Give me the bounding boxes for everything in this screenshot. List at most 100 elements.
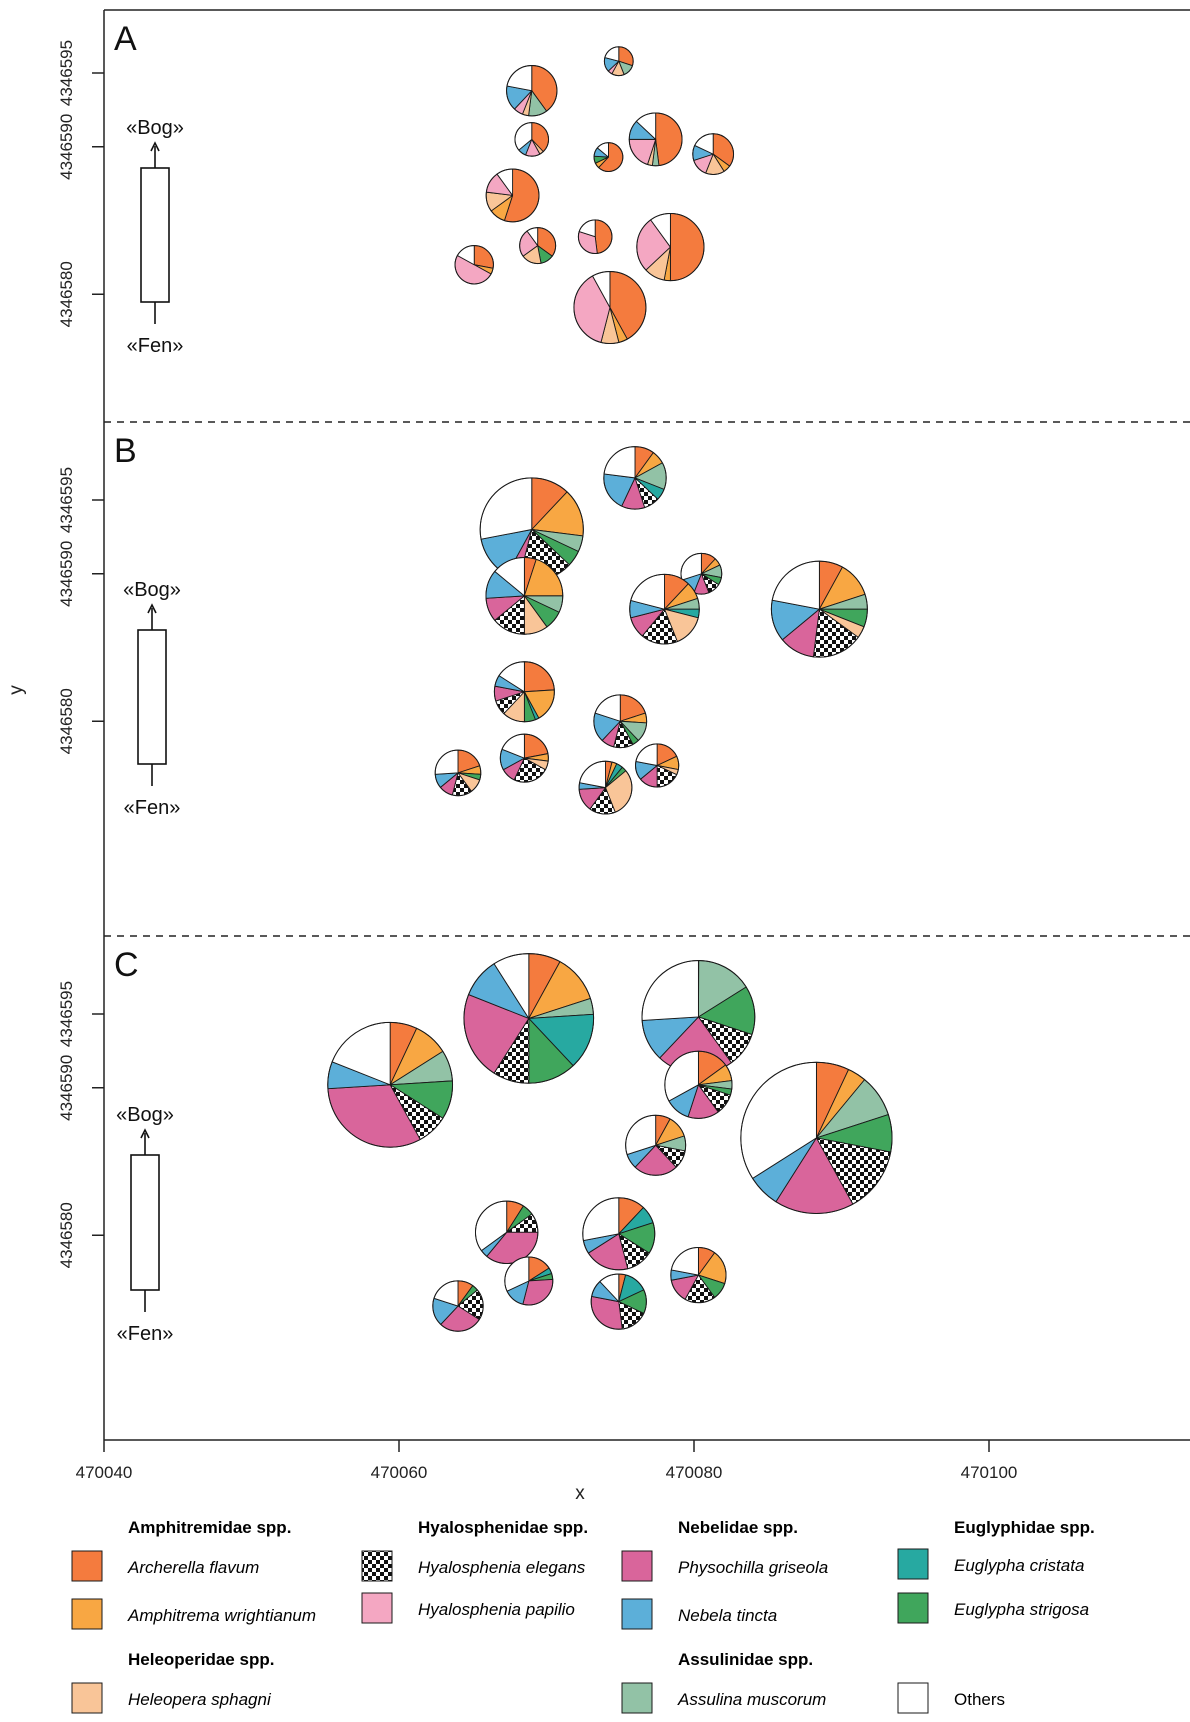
gradient-label-bog: «Bog» bbox=[126, 117, 184, 139]
pie-pC-3 bbox=[664, 1050, 733, 1119]
pie-outline bbox=[519, 227, 557, 265]
y-tick-label-p0-1: 4346590 bbox=[57, 114, 76, 180]
panel-label-b: B bbox=[114, 432, 137, 470]
pie-pA-3 bbox=[628, 112, 683, 167]
gradient-box bbox=[130, 1154, 160, 1291]
pie-pA-9 bbox=[636, 212, 705, 282]
pie-slice-others bbox=[670, 1247, 699, 1276]
legend-swatch-af bbox=[71, 1550, 103, 1582]
pie-pA-10 bbox=[454, 245, 494, 285]
pie-outline bbox=[625, 1114, 687, 1176]
pie-pB-9 bbox=[635, 743, 680, 788]
pie-outline bbox=[670, 1246, 727, 1304]
pie-pC-4 bbox=[740, 1061, 893, 1215]
gradient-label-bog: «Bog» bbox=[116, 1104, 174, 1126]
pie-pA-1 bbox=[506, 65, 558, 117]
pie-pA-2 bbox=[514, 122, 550, 157]
x-tick-label-3: 470100 bbox=[961, 1463, 1018, 1482]
pie-outline bbox=[593, 142, 624, 172]
legend-swatch-hs bbox=[71, 1682, 103, 1714]
legend-swatch-ot bbox=[897, 1682, 929, 1714]
pie-pB-4 bbox=[770, 560, 868, 658]
legend-label-aw: Amphitrema wrightianum bbox=[127, 1606, 316, 1625]
pie-outline bbox=[578, 760, 633, 815]
x-tick-label-2: 470080 bbox=[666, 1463, 723, 1482]
y-tick-label-p1-2: 4346595 bbox=[57, 467, 76, 533]
pie-outline bbox=[504, 1256, 554, 1306]
pie-outline bbox=[582, 1197, 656, 1271]
legend: Amphitremidae spp. Archerella flavum Amphi… bbox=[71, 1518, 1095, 1714]
pie-outline bbox=[506, 65, 558, 117]
pie-outline bbox=[692, 133, 735, 176]
x-axis-title: x bbox=[575, 1483, 585, 1504]
gradient-box bbox=[137, 629, 167, 765]
legend-label-hs: Heleopera sphagni bbox=[128, 1690, 272, 1709]
pie-outline bbox=[474, 1200, 539, 1265]
y-tick-label-p0-0: 4346580 bbox=[57, 261, 76, 327]
gradient-arrow-head-icon bbox=[140, 1128, 150, 1139]
legend-label-am: Assulina muscorum bbox=[677, 1690, 826, 1709]
pie-pB-5 bbox=[629, 573, 700, 645]
pie-pA-5 bbox=[692, 133, 735, 176]
pie-pB-11 bbox=[578, 760, 633, 815]
legend-label-pg: Physochilla griseola bbox=[678, 1558, 828, 1577]
bog-fen-gradients: «Bog» «Fen» «Bog» «Fen» «Bog» «Fen» bbox=[116, 117, 184, 1345]
gradient-arrow-head-icon bbox=[150, 141, 160, 152]
pie-pC-0 bbox=[463, 953, 595, 1084]
pie-slice-others bbox=[582, 1197, 620, 1241]
legend-label-he: Hyalosphenia elegans bbox=[418, 1558, 586, 1577]
legend-swatch-ec bbox=[897, 1548, 929, 1580]
gradient-label-bog: «Bog» bbox=[123, 579, 181, 601]
y-tick-label-p1-1: 4346590 bbox=[57, 541, 76, 607]
legend-label-es: Euglypha strigosa bbox=[954, 1600, 1089, 1619]
legend-family-heading: Amphitremidae spp. bbox=[128, 1518, 291, 1537]
y-tick-label-p1-0: 4346580 bbox=[57, 688, 76, 754]
pie-pC-7 bbox=[582, 1197, 656, 1271]
pie-outline bbox=[434, 749, 482, 797]
pie-pB-3 bbox=[485, 556, 564, 635]
pie-outline bbox=[485, 168, 540, 223]
gradient-arrow-head-icon bbox=[147, 603, 157, 614]
gradient-indicator-0: «Bog» «Fen» bbox=[126, 117, 184, 357]
pie-pA-0 bbox=[603, 46, 634, 77]
pie-pC-11 bbox=[590, 1273, 647, 1330]
legend-swatch-nt bbox=[621, 1598, 653, 1630]
pie-pA-4 bbox=[593, 142, 624, 172]
gradient-box bbox=[140, 167, 170, 303]
gradient-label-fen: «Fen» bbox=[117, 1323, 174, 1345]
axis-ticks: 470040 470060 470080 470100 4346580 4346590 43… bbox=[57, 40, 1017, 1482]
pie-outline bbox=[603, 446, 667, 510]
pie-slice-archerella-flavum bbox=[594, 219, 613, 254]
pie-outline bbox=[577, 219, 613, 255]
pie-pA-6 bbox=[485, 168, 540, 223]
legend-label-nt: Nebela tincta bbox=[678, 1606, 777, 1625]
legend-label-hp: Hyalosphenia papilio bbox=[418, 1600, 575, 1619]
legend-swatch-pg bbox=[621, 1550, 653, 1582]
pie-outline bbox=[454, 245, 494, 285]
legend-label-ot: Others bbox=[954, 1690, 1005, 1709]
pie-outline bbox=[485, 556, 564, 635]
pie-outline bbox=[327, 1021, 454, 1148]
pie-outline bbox=[740, 1061, 893, 1215]
pie-pC-2 bbox=[327, 1021, 454, 1148]
legend-swatch-aw bbox=[71, 1598, 103, 1630]
pie-outline bbox=[573, 271, 647, 345]
x-tick-label-0: 470040 bbox=[76, 1463, 133, 1482]
legend-swatch-es bbox=[897, 1592, 929, 1624]
pie-pB-0 bbox=[603, 446, 667, 510]
legend-swatch-am bbox=[621, 1682, 653, 1714]
pie-slice-archerella-flavum bbox=[669, 213, 705, 282]
pie-outline bbox=[593, 694, 648, 749]
pie-outline bbox=[628, 112, 683, 167]
pie-outline bbox=[629, 573, 700, 645]
y-tick-label-p2-0: 4346580 bbox=[57, 1202, 76, 1268]
legend-family-heading: Heleoperidae spp. bbox=[128, 1650, 274, 1669]
gradient-indicator-2: «Bog» «Fen» bbox=[116, 1104, 174, 1345]
pie-outline bbox=[680, 552, 723, 595]
pie-outline bbox=[635, 743, 680, 788]
y-tick-label-p0-2: 4346595 bbox=[57, 40, 76, 106]
legend-label-af: Archerella flavum bbox=[127, 1558, 259, 1577]
pie-outline bbox=[493, 661, 555, 723]
pie-layer bbox=[327, 46, 893, 1332]
